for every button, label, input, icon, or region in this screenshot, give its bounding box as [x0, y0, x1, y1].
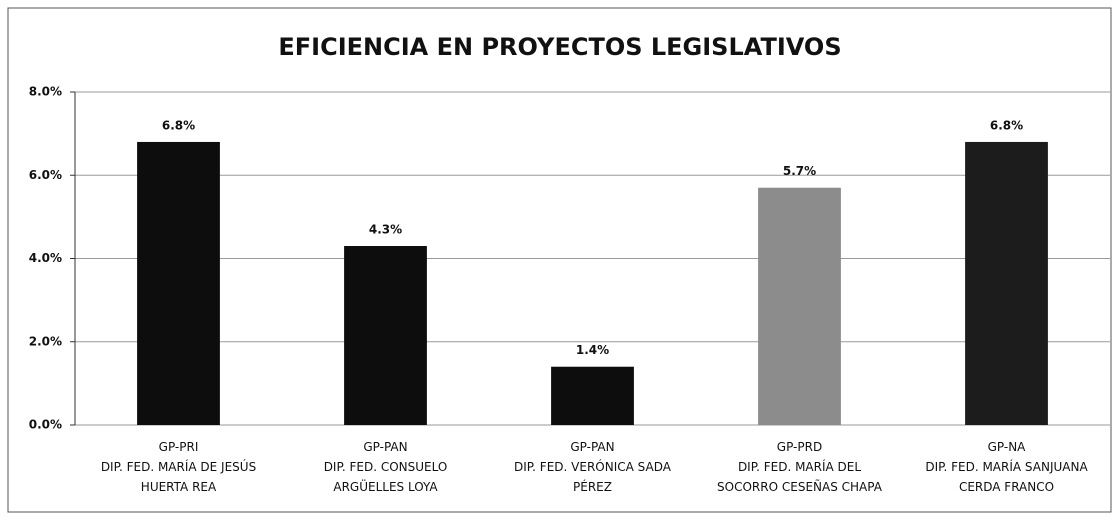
x-tick-label-line: GP-NA: [988, 440, 1027, 454]
x-tick-label: GP-PRI DIP. FED. MARÍA DE JESÚS HUERTA REA: [101, 440, 256, 494]
value-label: 4.3%: [369, 223, 402, 237]
value-label: 5.7%: [783, 164, 816, 178]
value-label: 6.8%: [990, 118, 1023, 132]
x-tick-label-line: GP-PAN: [570, 440, 614, 454]
x-tick-label: GP-PRD DIP. FED. MARÍA DEL SOCORRO CESEÑAS…: [717, 440, 883, 494]
y-tick-label: 0.0%: [29, 418, 62, 432]
y-tick-label: 6.0%: [29, 168, 62, 182]
bar: [965, 141, 1048, 425]
bar: [758, 187, 841, 425]
bar: [344, 246, 427, 425]
x-tick-label-line: GP-PRI: [159, 440, 199, 454]
bar: [551, 366, 634, 425]
y-tick-label: 8.0%: [29, 85, 62, 99]
x-tick-label-line: CERDA FRANCO: [959, 480, 1054, 494]
chart-title: EFICIENCIA EN PROYECTOS LEGISLATIVOS: [278, 33, 841, 61]
x-tick-label-line: ARGÜELLES LOYA: [333, 478, 438, 494]
value-label: 1.4%: [576, 343, 609, 357]
x-tick-label-line: HUERTA REA: [141, 480, 217, 494]
x-tick-label-line: DIP. FED. MARÍA DE JESÚS: [101, 459, 256, 474]
y-tick-label: 2.0%: [29, 334, 62, 348]
x-tick-label-line: DIP. FED. VERÓNICA SADA: [514, 459, 672, 474]
x-tick-label-line: DIP. FED. MARÍA SANJUANA: [925, 459, 1088, 474]
value-label: 6.8%: [162, 118, 195, 132]
x-tick-label: GP-PAN DIP. FED. VERÓNICA SADA PÉREZ: [514, 440, 672, 494]
y-tick-label: 4.0%: [29, 251, 62, 265]
x-tick-label-line: SOCORRO CESEÑAS CHAPA: [717, 479, 883, 494]
x-tick-label: GP-NA DIP. FED. MARÍA SANJUANA CERDA FRANC…: [925, 440, 1088, 494]
x-tick-label-line: DIP. FED. CONSUELO: [324, 460, 448, 474]
x-tick-label-line: GP-PRD: [777, 440, 822, 454]
x-tick-label-line: DIP. FED. MARÍA DEL: [738, 459, 861, 474]
x-tick-label-line: PÉREZ: [573, 479, 612, 494]
x-tick-label: GP-PAN DIP. FED. CONSUELO ARGÜELLES LOYA: [324, 440, 448, 494]
x-tick-label-line: GP-PAN: [363, 440, 407, 454]
bar: [137, 141, 220, 425]
